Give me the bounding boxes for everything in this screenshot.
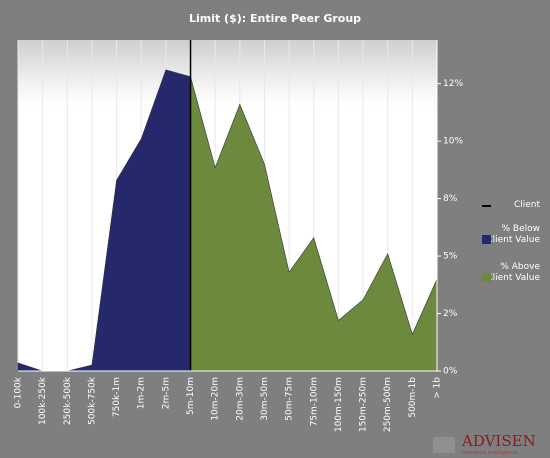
legend-item: % Below Client Value xyxy=(482,224,540,246)
x-tick-label: 150m-250m xyxy=(359,377,369,432)
x-tick-label: 10m-20m xyxy=(211,377,221,421)
x-tick-label: 250k-500k xyxy=(63,376,73,425)
x-tick-label: 0-100k xyxy=(14,376,24,408)
legend-swatch xyxy=(482,235,491,244)
chart-title: Limit ($): Entire Peer Group xyxy=(189,12,361,25)
y-tick-label: 8% xyxy=(443,194,458,204)
area xyxy=(190,76,438,372)
logo-icon xyxy=(433,437,455,453)
legend-swatch xyxy=(482,205,491,207)
x-tick-label: 1m-2m xyxy=(137,377,147,409)
x-tick-label: 500m-1b xyxy=(408,377,418,418)
x-tick-label: 5m-10m xyxy=(186,377,196,415)
x-tick-label: 100m-150m xyxy=(334,377,344,432)
x-tick-label: > 1b xyxy=(433,377,443,399)
x-tick-label: 2m-5m xyxy=(161,377,171,409)
y-tick-label: 10% xyxy=(443,137,463,147)
y-tick-label: 0% xyxy=(443,367,458,377)
legend-label: % Above Client Value xyxy=(486,262,540,283)
legend-item: % Above Client Value xyxy=(482,262,540,284)
x-tick-label: 100k-250k xyxy=(38,376,48,425)
legend-label: % Below Client Value xyxy=(486,224,540,245)
x-tick-label: 500k-750k xyxy=(87,376,97,425)
x-tick-label: 250m-500m xyxy=(383,377,393,432)
x-tick-label: 30m-50m xyxy=(260,377,270,421)
y-tick-label: 5% xyxy=(443,252,458,262)
logo-tagline: insurance intelligence xyxy=(462,450,517,456)
x-tick-label: 50m-75m xyxy=(285,377,295,421)
y-tick-label: 2% xyxy=(443,309,458,319)
x-tick-label: 20m-30m xyxy=(235,377,245,421)
logo: ADVISEN xyxy=(461,432,536,450)
legend-label: Client xyxy=(513,200,540,210)
legend-swatch xyxy=(482,273,491,282)
x-tick-label: 750k-1m xyxy=(112,377,122,417)
legend-item: Client xyxy=(482,200,540,211)
y-tick-label: 12% xyxy=(443,79,463,89)
x-tick-label: 75m-100m xyxy=(309,377,319,426)
